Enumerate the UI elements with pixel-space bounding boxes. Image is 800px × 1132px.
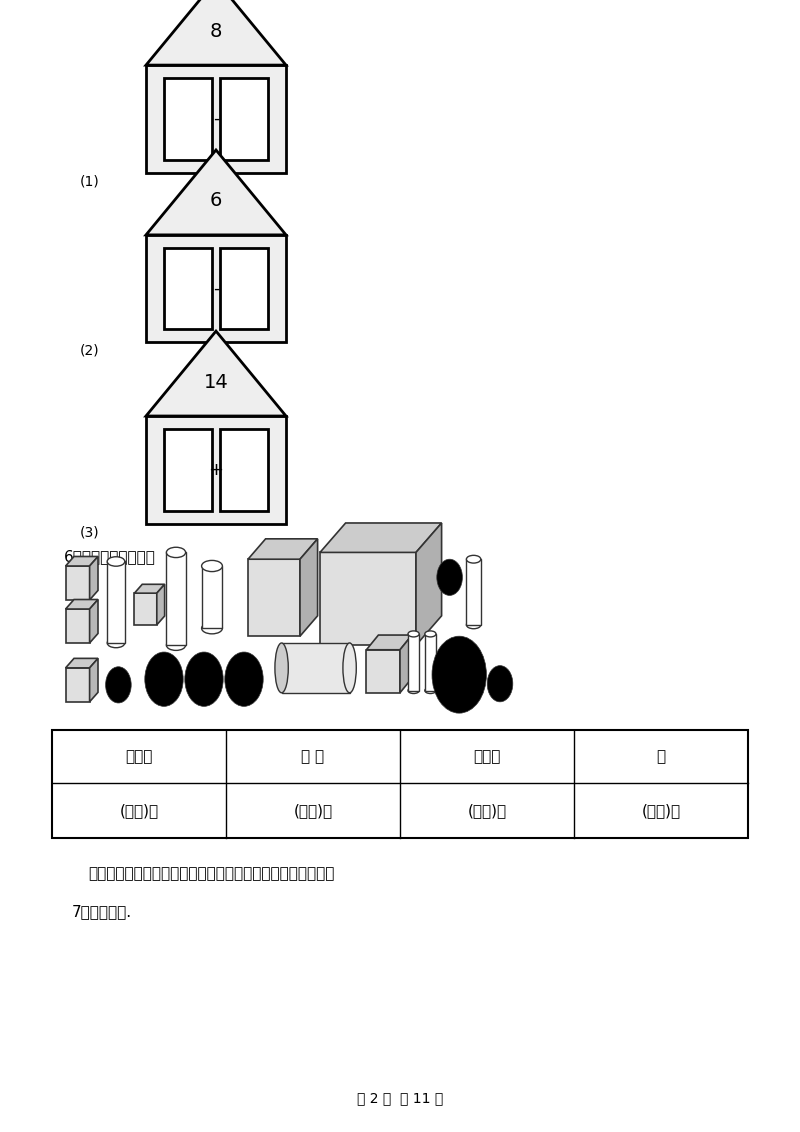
Ellipse shape [107, 638, 125, 648]
Polygon shape [66, 600, 98, 609]
FancyBboxPatch shape [166, 552, 186, 645]
Polygon shape [416, 523, 442, 645]
FancyBboxPatch shape [408, 634, 419, 691]
Ellipse shape [466, 556, 481, 563]
Text: (　　)个: ( )个 [467, 803, 506, 818]
Polygon shape [300, 539, 318, 636]
Ellipse shape [202, 560, 222, 572]
Polygon shape [66, 659, 98, 668]
FancyBboxPatch shape [425, 634, 436, 691]
Polygon shape [146, 0, 286, 65]
FancyBboxPatch shape [146, 235, 286, 342]
Circle shape [185, 652, 223, 706]
FancyBboxPatch shape [66, 566, 90, 600]
FancyBboxPatch shape [366, 650, 400, 693]
Circle shape [487, 666, 513, 702]
Circle shape [437, 559, 462, 595]
FancyBboxPatch shape [134, 593, 157, 625]
Text: 7．看图写数.: 7．看图写数. [72, 903, 132, 919]
FancyBboxPatch shape [164, 429, 212, 511]
Polygon shape [90, 659, 98, 702]
Text: 6．数一数，填一填。: 6．数一数，填一填。 [64, 549, 156, 565]
FancyBboxPatch shape [248, 559, 300, 636]
Polygon shape [90, 557, 98, 600]
Text: 正方体: 正方体 [126, 749, 153, 764]
FancyBboxPatch shape [202, 566, 222, 628]
Polygon shape [146, 151, 286, 235]
Polygon shape [146, 332, 286, 417]
Text: (　　)个: ( )个 [642, 803, 681, 818]
Text: (　　)个: ( )个 [119, 803, 158, 818]
Text: 圆 柱: 圆 柱 [302, 749, 325, 764]
Text: 6: 6 [210, 191, 222, 211]
Text: (　　)个: ( )个 [294, 803, 333, 818]
Text: 第 2 页  共 11 页: 第 2 页 共 11 页 [357, 1091, 443, 1105]
Ellipse shape [425, 687, 436, 694]
Ellipse shape [166, 640, 186, 651]
FancyBboxPatch shape [66, 668, 90, 702]
FancyBboxPatch shape [107, 561, 125, 643]
FancyBboxPatch shape [220, 78, 268, 160]
FancyBboxPatch shape [66, 609, 90, 643]
Circle shape [145, 652, 183, 706]
Ellipse shape [466, 621, 481, 628]
Ellipse shape [408, 631, 419, 637]
Circle shape [225, 652, 263, 706]
FancyBboxPatch shape [52, 730, 748, 838]
FancyBboxPatch shape [164, 78, 212, 160]
Text: +: + [209, 461, 223, 479]
Text: -: - [213, 280, 219, 298]
Ellipse shape [107, 557, 125, 566]
FancyBboxPatch shape [282, 643, 350, 693]
Text: 8: 8 [210, 22, 222, 41]
Text: (3): (3) [80, 525, 100, 539]
Polygon shape [134, 584, 165, 593]
FancyBboxPatch shape [466, 559, 481, 625]
Text: (2): (2) [80, 344, 100, 358]
FancyBboxPatch shape [220, 429, 268, 511]
Polygon shape [248, 539, 318, 559]
Circle shape [432, 636, 486, 713]
Ellipse shape [425, 631, 436, 637]
Polygon shape [66, 557, 98, 566]
Polygon shape [320, 523, 442, 552]
Text: 长方体: 长方体 [474, 749, 501, 764]
FancyBboxPatch shape [320, 552, 416, 645]
FancyBboxPatch shape [146, 417, 286, 523]
Ellipse shape [408, 687, 419, 694]
Ellipse shape [202, 623, 222, 634]
Circle shape [106, 667, 131, 703]
Ellipse shape [343, 643, 356, 693]
Text: (1): (1) [80, 174, 100, 188]
Text: -: - [213, 110, 219, 128]
Polygon shape [366, 635, 412, 650]
Polygon shape [157, 584, 165, 625]
Polygon shape [90, 600, 98, 643]
Polygon shape [400, 635, 412, 693]
FancyBboxPatch shape [220, 248, 268, 329]
Ellipse shape [166, 547, 186, 558]
Ellipse shape [275, 643, 288, 693]
Text: 球: 球 [657, 749, 666, 764]
Text: 圆柱和球一共有（　　）个，长方体比正方体少（　　）个。: 圆柱和球一共有（ ）个，长方体比正方体少（ ）个。 [88, 866, 334, 882]
FancyBboxPatch shape [146, 65, 286, 172]
FancyBboxPatch shape [164, 248, 212, 329]
Text: 14: 14 [204, 372, 228, 392]
